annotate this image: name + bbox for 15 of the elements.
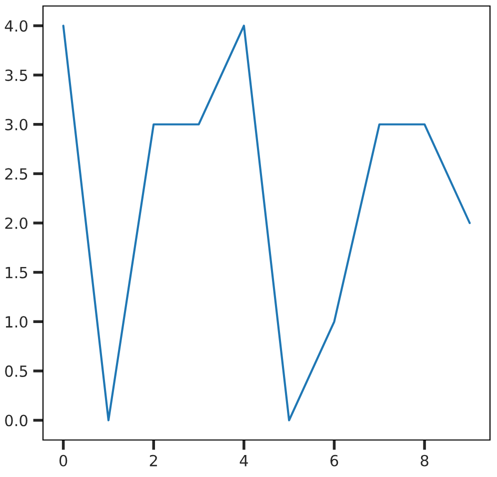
y-tick-label: 3.5 xyxy=(5,70,28,82)
x-tick-label: 0 xyxy=(59,454,68,466)
y-tick-label: 0.5 xyxy=(5,365,28,377)
y-tick-label: 3.0 xyxy=(5,118,28,130)
x-tick-label: 2 xyxy=(150,454,157,466)
y-tick-label: 2.5 xyxy=(5,168,28,180)
line-series xyxy=(62,24,471,422)
x-tick-label: 8 xyxy=(420,454,428,466)
x-tick-label: 4 xyxy=(240,455,248,466)
y-tick-label: 1.0 xyxy=(6,316,28,328)
y-tick-label: 2.0 xyxy=(5,217,28,230)
y-tick-label: 0.0 xyxy=(5,414,28,426)
x-tick-label: 6 xyxy=(330,454,338,466)
y-tick-label: 1.5 xyxy=(6,266,28,278)
y-tick-label: 4.0 xyxy=(4,20,28,32)
